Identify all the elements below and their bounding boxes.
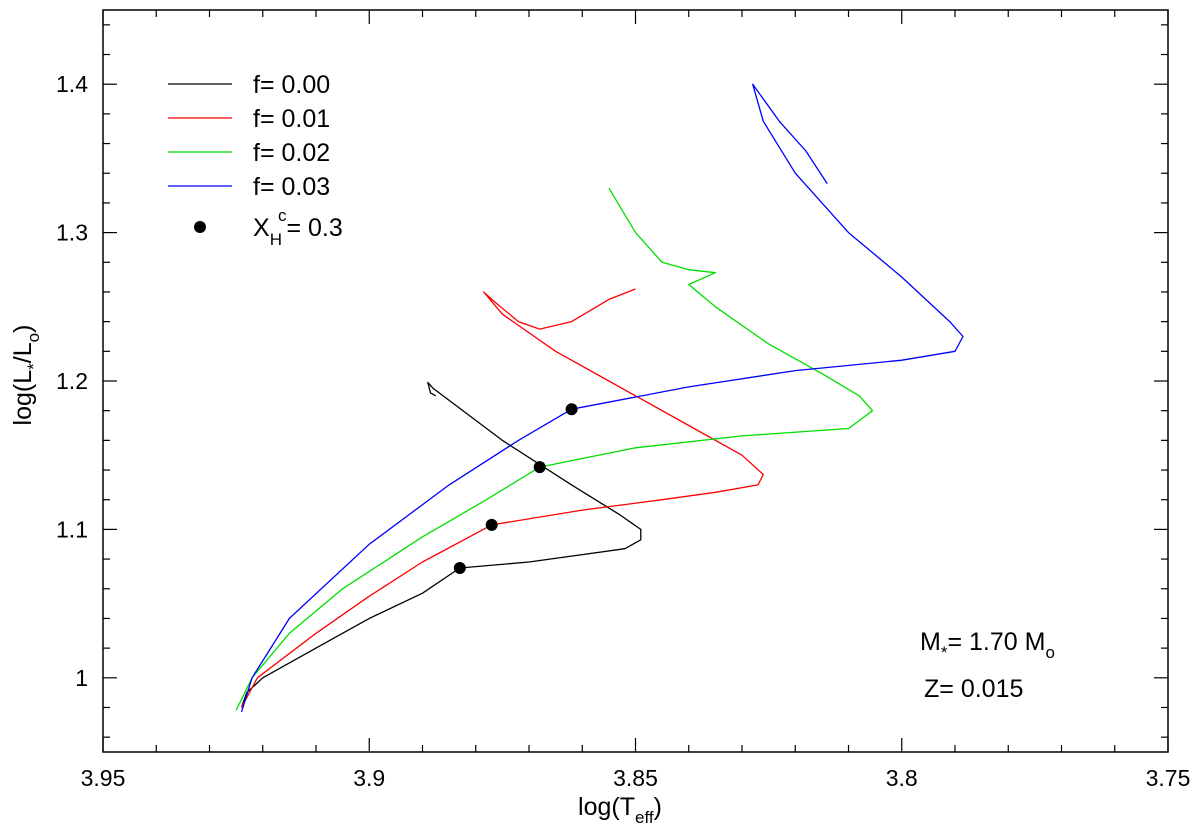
legend-label-f-0-00: f= 0.00 <box>253 71 330 99</box>
x-tick-label-2: 3.85 <box>613 765 658 791</box>
y-tick-label-0: 1 <box>75 665 88 691</box>
series-line-f-0-01 <box>240 288 764 708</box>
ticks-layer <box>102 10 1169 752</box>
mass-annotation: M*= 1.70 Mo <box>920 628 1055 662</box>
metallicity-annotation: Z= 0.015 <box>924 675 1023 703</box>
xh-marker-1 <box>485 518 498 531</box>
tracks-layer <box>235 83 964 713</box>
tick-labels-layer: 3.95 3.9 3.85 3.8 3.75 1 1.1 1.2 1.3 1.4 <box>56 71 1190 791</box>
legend-label-f-0-03: f= 0.03 <box>253 173 330 201</box>
legend-label-f-0-02: f= 0.02 <box>253 139 330 167</box>
y-tick-label-1: 1.1 <box>56 516 88 542</box>
xh-marker-0 <box>453 562 466 574</box>
series-line-f-0-02 <box>235 187 874 711</box>
y-axis-title: log(L*/Lo) <box>9 325 43 426</box>
xh-marker-2 <box>533 461 546 474</box>
x-tick-label-3: 3.8 <box>886 765 918 791</box>
x-tick-label-4: 3.75 <box>1146 765 1191 791</box>
legend: f= 0.00 f= 0.01 f= 0.02 f= 0.03 XHc= 0.3 <box>168 71 343 249</box>
x-tick-label-1: 3.9 <box>353 765 385 791</box>
y-tick-label-2: 1.2 <box>56 368 88 394</box>
markers-layer <box>453 403 578 574</box>
legend-marker-swatch <box>194 221 206 233</box>
series-line-f-0-03 <box>240 83 964 713</box>
y-tick-label-3: 1.3 <box>56 220 88 246</box>
x-axis-title: log(Teff) <box>578 793 662 827</box>
y-tick-label-4: 1.4 <box>56 71 88 97</box>
series-line-f-0-00 <box>240 381 642 708</box>
xh-marker-3 <box>565 403 578 416</box>
legend-label-xh: XHc= 0.3 <box>253 206 343 249</box>
plot-frame <box>102 9 1169 753</box>
legend-label-f-0-01: f= 0.01 <box>253 105 330 133</box>
x-tick-label-0: 3.95 <box>81 765 126 791</box>
